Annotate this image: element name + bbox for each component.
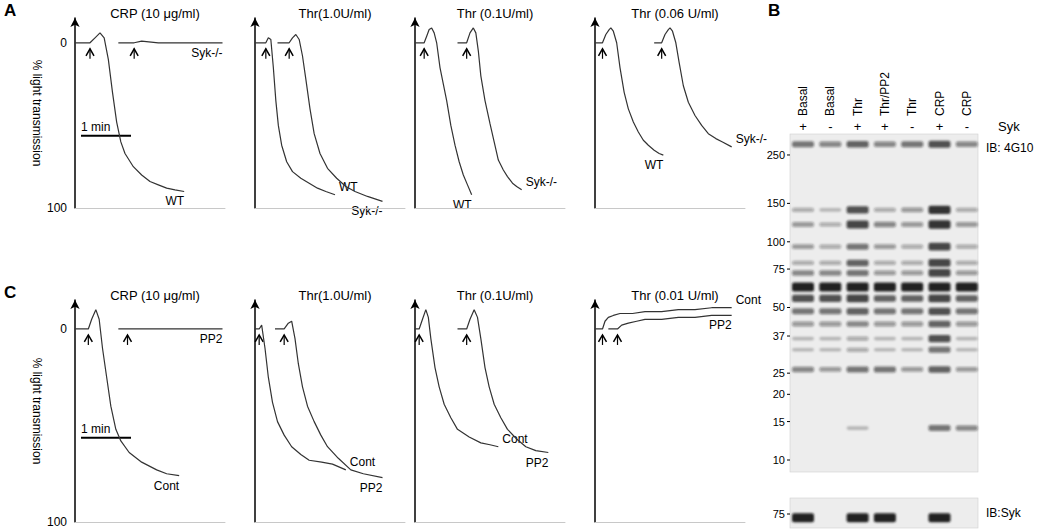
svg-text:PP2: PP2 [526,456,549,470]
svg-text:-: - [910,119,914,134]
svg-text:75: 75 [773,508,785,520]
svg-text:25: 25 [773,367,785,379]
svg-text:+: + [799,119,807,134]
svg-text:CRP: CRP [960,91,974,116]
svg-text:Syk-/-: Syk-/- [351,204,382,218]
svg-text:WT: WT [645,158,664,172]
svg-text:WT: WT [453,198,472,212]
svg-text:PP2: PP2 [709,318,732,332]
svg-text:Syk-/-: Syk-/- [526,175,557,189]
svg-text:Syk: Syk [998,119,1020,134]
svg-text:Basal: Basal [796,86,810,116]
svg-text:CRP (10 μg/ml): CRP (10 μg/ml) [110,288,200,303]
svg-text:+: + [936,119,944,134]
svg-text:-: - [965,119,969,134]
svg-text:+: + [881,119,889,134]
svg-text:Basal: Basal [823,86,837,116]
svg-text:Thr (0.1U/ml): Thr (0.1U/ml) [457,6,534,21]
svg-text:15: 15 [773,416,785,428]
svg-text:1 min: 1 min [81,120,110,134]
svg-text:250: 250 [767,149,785,161]
svg-text:PP2: PP2 [200,332,223,346]
svg-text:Thr (0.1U/ml): Thr (0.1U/ml) [457,288,534,303]
svg-text:50: 50 [773,301,785,313]
svg-text:% light transmission: % light transmission [30,358,44,465]
svg-text:CRP: CRP [933,91,947,116]
svg-text:PP2: PP2 [360,481,383,495]
svg-text:Thr: Thr [905,98,919,116]
svg-text:Cont: Cont [350,455,376,469]
svg-text:C: C [4,283,16,302]
svg-text:Thr(1.0U/ml): Thr(1.0U/ml) [299,6,372,21]
svg-text:Thr: Thr [851,98,865,116]
svg-text:WT: WT [166,194,185,208]
svg-text:Cont: Cont [736,293,762,307]
svg-text:75: 75 [773,263,785,275]
svg-text:Syk-/-: Syk-/- [736,132,767,146]
svg-text:Cont: Cont [154,479,180,493]
svg-text:IB: 4G10: IB: 4G10 [986,141,1034,155]
svg-text:Cont: Cont [502,432,528,446]
svg-text:CRP (10 μg/ml): CRP (10 μg/ml) [110,6,200,21]
svg-text:B: B [768,1,780,20]
svg-text:1 min: 1 min [81,422,110,436]
svg-text:Thr(1.0U/ml): Thr(1.0U/ml) [299,288,372,303]
svg-text:100: 100 [47,515,67,529]
svg-text:IB:Syk: IB:Syk [986,506,1022,520]
svg-text:Thr/PP2: Thr/PP2 [878,72,892,116]
svg-text:20: 20 [773,388,785,400]
svg-text:Thr (0.06 U/ml): Thr (0.06 U/ml) [631,6,718,21]
svg-text:Thr (0.01 U/ml): Thr (0.01 U/ml) [631,288,718,303]
svg-text:0: 0 [60,36,67,50]
svg-text:% light transmission: % light transmission [30,60,44,167]
svg-text:100: 100 [47,201,67,215]
svg-text:150: 150 [767,197,785,209]
svg-text:0: 0 [60,322,67,336]
svg-text:+: + [854,119,862,134]
svg-text:WT: WT [339,179,358,194]
svg-text:A: A [4,1,16,20]
svg-text:100: 100 [767,236,785,248]
svg-text:-: - [828,119,832,134]
svg-text:10: 10 [773,454,785,466]
svg-text:37: 37 [773,330,785,342]
svg-text:Syk-/-: Syk-/- [191,46,222,60]
